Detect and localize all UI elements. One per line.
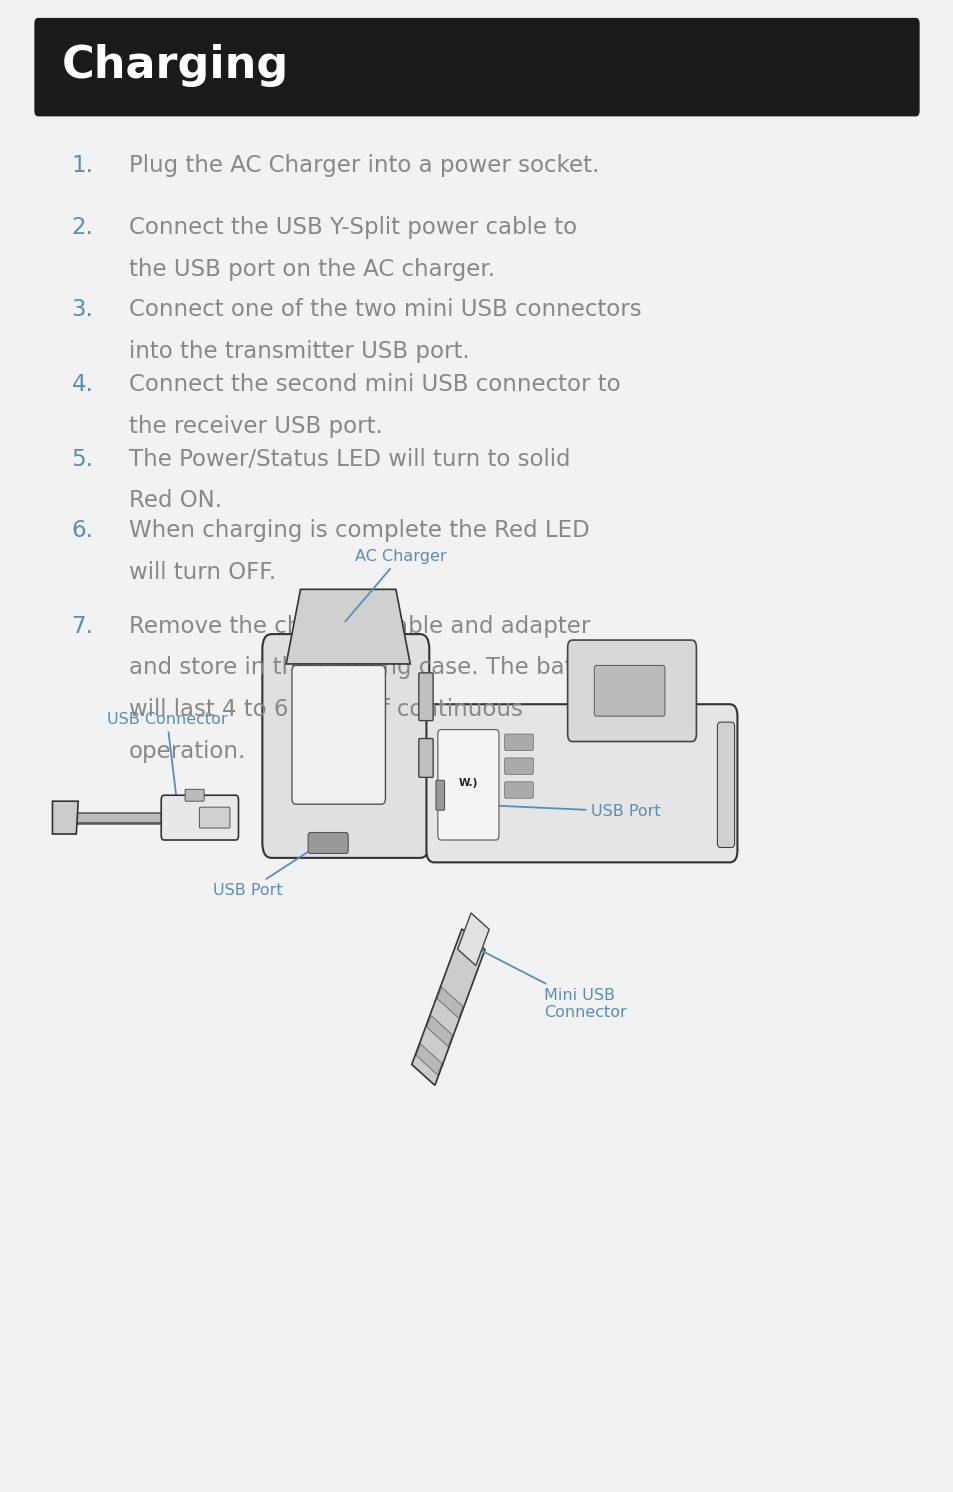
FancyBboxPatch shape (717, 722, 734, 847)
Text: 4.: 4. (71, 373, 93, 395)
Text: Connect one of the two mini USB connectors: Connect one of the two mini USB connecto… (129, 298, 640, 321)
FancyBboxPatch shape (34, 18, 919, 116)
Text: USB Port: USB Port (213, 849, 313, 898)
FancyBboxPatch shape (185, 789, 204, 801)
Text: operation.: operation. (129, 740, 246, 762)
FancyBboxPatch shape (292, 665, 385, 804)
Polygon shape (436, 988, 462, 1018)
FancyBboxPatch shape (418, 739, 433, 777)
FancyBboxPatch shape (161, 795, 238, 840)
Text: Remove the charging cable and adapter: Remove the charging cable and adapter (129, 615, 590, 637)
Text: Red ON.: Red ON. (129, 489, 222, 512)
Text: the receiver USB port.: the receiver USB port. (129, 415, 382, 437)
Text: 1.: 1. (71, 154, 93, 176)
Text: 3.: 3. (71, 298, 93, 321)
Text: When charging is complete the Red LED: When charging is complete the Red LED (129, 519, 589, 542)
FancyBboxPatch shape (437, 730, 498, 840)
Polygon shape (412, 930, 484, 1085)
Text: 6.: 6. (71, 519, 93, 542)
FancyBboxPatch shape (418, 673, 433, 721)
FancyBboxPatch shape (426, 704, 737, 862)
FancyBboxPatch shape (199, 807, 230, 828)
Text: 5.: 5. (71, 448, 93, 470)
Text: 7.: 7. (71, 615, 93, 637)
Text: USB Connector: USB Connector (107, 712, 227, 795)
FancyBboxPatch shape (504, 758, 533, 774)
FancyBboxPatch shape (567, 640, 696, 742)
Text: will turn OFF.: will turn OFF. (129, 561, 275, 583)
Text: the USB port on the AC charger.: the USB port on the AC charger. (129, 258, 495, 280)
FancyBboxPatch shape (308, 833, 348, 853)
FancyBboxPatch shape (262, 634, 429, 858)
Text: will last 4 to 6 hours of continuous: will last 4 to 6 hours of continuous (129, 698, 522, 721)
Polygon shape (457, 913, 489, 965)
Polygon shape (416, 1044, 441, 1074)
Text: and store in the carrying case. The battery: and store in the carrying case. The batt… (129, 656, 618, 679)
Text: Mini USB
Connector: Mini USB Connector (463, 941, 626, 1021)
Polygon shape (426, 1016, 452, 1046)
Text: into the transmitter USB port.: into the transmitter USB port. (129, 340, 469, 363)
Text: W.): W.) (458, 779, 477, 788)
Text: 2.: 2. (71, 216, 93, 239)
Text: Connect the second mini USB connector to: Connect the second mini USB connector to (129, 373, 619, 395)
FancyBboxPatch shape (436, 780, 444, 810)
FancyBboxPatch shape (504, 782, 533, 798)
Text: The Power/Status LED will turn to solid: The Power/Status LED will turn to solid (129, 448, 570, 470)
Text: Charging: Charging (62, 45, 289, 87)
Text: AC Charger: AC Charger (345, 549, 446, 622)
FancyBboxPatch shape (504, 734, 533, 750)
Polygon shape (286, 589, 410, 664)
Text: Connect the USB Y-Split power cable to: Connect the USB Y-Split power cable to (129, 216, 577, 239)
FancyBboxPatch shape (594, 665, 664, 716)
Text: USB Port: USB Port (498, 804, 660, 819)
Text: Plug the AC Charger into a power socket.: Plug the AC Charger into a power socket. (129, 154, 598, 176)
Polygon shape (52, 801, 78, 834)
